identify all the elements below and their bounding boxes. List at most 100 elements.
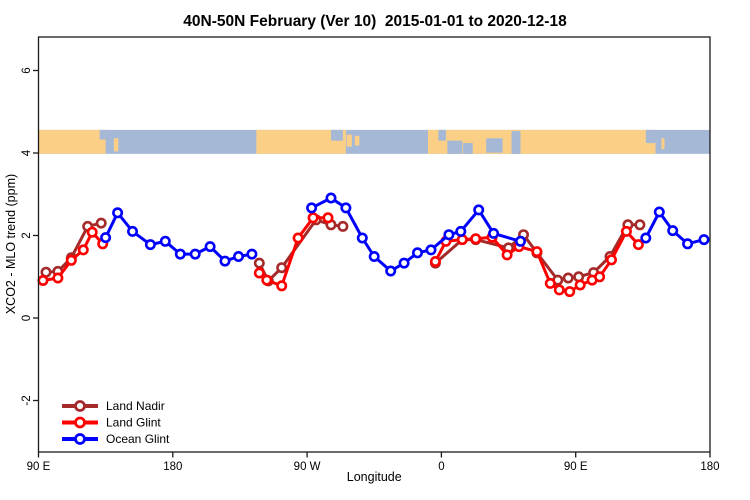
data-point-marker bbox=[501, 249, 513, 261]
map-band-ocean-patch bbox=[511, 131, 521, 154]
x-tick-label: 90 W bbox=[294, 461, 321, 473]
data-point-marker bbox=[189, 248, 201, 260]
legend: Land Nadir Land Glint Ocean Glint bbox=[62, 399, 170, 446]
data-point-marker bbox=[531, 246, 543, 258]
x-tick-label: 0 bbox=[438, 461, 444, 473]
data-point-marker bbox=[411, 247, 423, 259]
map-band-land-segment bbox=[38, 129, 106, 154]
data-point-marker bbox=[253, 257, 265, 269]
data-point-marker bbox=[682, 238, 694, 250]
x-tick-label: 90 E bbox=[564, 461, 588, 473]
data-point-marker bbox=[276, 262, 288, 274]
y-tick-label: 6 bbox=[21, 67, 33, 73]
map-band-land-segment bbox=[256, 129, 346, 154]
data-point-marker bbox=[307, 212, 319, 224]
data-point-marker bbox=[553, 284, 565, 296]
data-point-marker bbox=[219, 255, 231, 267]
data-point-marker bbox=[473, 204, 485, 216]
data-point-marker bbox=[698, 234, 710, 246]
data-point-marker bbox=[620, 225, 632, 237]
data-point-marker bbox=[65, 254, 77, 266]
x-tick-label: 90 E bbox=[27, 461, 51, 473]
data-point-marker bbox=[605, 254, 617, 266]
data-point-marker bbox=[174, 248, 186, 260]
y-tick-label: 4 bbox=[21, 149, 33, 156]
data-point-marker bbox=[37, 274, 49, 286]
data-point-marker bbox=[667, 225, 679, 237]
data-point-marker bbox=[455, 225, 467, 237]
chart-title: 40N-50N February (Ver 10) 2015-01-01 to … bbox=[183, 13, 567, 30]
map-band-island-patch bbox=[346, 134, 352, 147]
data-point-marker bbox=[514, 235, 526, 247]
series-land-glint bbox=[37, 212, 644, 298]
legend-marker bbox=[74, 416, 86, 429]
data-point-marker bbox=[340, 202, 352, 214]
data-point-marker bbox=[292, 232, 304, 244]
x-axis-title: Longitude bbox=[347, 470, 402, 484]
data-point-marker bbox=[261, 274, 273, 286]
data-point-marker bbox=[322, 212, 334, 224]
map-band-ocean-patch bbox=[486, 138, 503, 153]
data-point-marker bbox=[306, 202, 318, 214]
data-point-marker bbox=[634, 219, 646, 231]
data-point-marker bbox=[325, 192, 337, 204]
data-point-marker bbox=[488, 227, 500, 239]
data-point-marker bbox=[77, 244, 89, 256]
y-tick-label: -2 bbox=[21, 395, 33, 405]
data-point-marker bbox=[246, 248, 258, 260]
y-tick-label: 2 bbox=[21, 232, 33, 238]
data-point-marker bbox=[632, 239, 644, 251]
data-point-marker bbox=[574, 279, 586, 291]
legend-item-ocean-glint: Ocean Glint bbox=[62, 432, 170, 446]
data-point-marker bbox=[86, 226, 98, 238]
map-band-ocean-patch bbox=[463, 143, 473, 154]
data-point-marker bbox=[95, 217, 107, 229]
plot-border bbox=[37, 36, 711, 453]
data-point-marker bbox=[368, 251, 380, 263]
y-tick-label: 0 bbox=[21, 315, 33, 321]
map-band-ocean-patch bbox=[99, 129, 106, 140]
data-point-marker bbox=[653, 206, 665, 218]
map-band-ocean-patch bbox=[438, 129, 446, 141]
legend-item-land-glint: Land Glint bbox=[62, 416, 161, 430]
data-point-marker bbox=[127, 225, 139, 237]
data-point-marker bbox=[100, 232, 112, 244]
data-point-marker bbox=[385, 265, 397, 277]
legend-label: Land Glint bbox=[106, 416, 161, 430]
data-point-marker bbox=[233, 251, 245, 263]
y-axis: -2 0 2 4 6 XCO2 - MLO trend (ppm) bbox=[4, 67, 39, 406]
data-point-marker bbox=[470, 233, 482, 245]
x-axis: 90 E 180 90 W 0 90 E 180 Longitude bbox=[27, 452, 720, 484]
data-point-marker bbox=[443, 229, 455, 241]
legend-marker bbox=[74, 400, 86, 412]
map-band-island-patch bbox=[354, 135, 360, 146]
data-point-marker bbox=[429, 255, 441, 267]
data-point-marker bbox=[425, 244, 437, 256]
y-axis-title: XCO2 - MLO trend (ppm) bbox=[4, 174, 18, 314]
legend-marker bbox=[74, 433, 86, 445]
data-point-marker bbox=[640, 232, 652, 244]
x-tick-label: 180 bbox=[700, 461, 719, 473]
data-point-marker bbox=[356, 232, 368, 244]
x-tick-label: 180 bbox=[163, 461, 182, 473]
map-band bbox=[38, 129, 710, 154]
map-band-ocean-patch bbox=[330, 129, 343, 141]
map-band-ocean-patch bbox=[447, 140, 463, 154]
data-point-marker bbox=[52, 272, 64, 284]
map-band-ocean-patch bbox=[645, 129, 656, 144]
data-point-marker bbox=[337, 220, 349, 232]
data-point-marker bbox=[594, 271, 606, 283]
data-point-marker bbox=[398, 257, 410, 269]
data-point-marker bbox=[112, 207, 124, 219]
data-point-marker bbox=[253, 267, 265, 279]
legend-item-land-nadir: Land Nadir bbox=[62, 399, 165, 413]
data-point-marker bbox=[144, 239, 156, 251]
map-band-island-patch bbox=[661, 138, 665, 150]
data-point-marker bbox=[276, 280, 288, 292]
map-band-land-segment bbox=[427, 129, 656, 154]
data-point-marker bbox=[204, 241, 216, 253]
data-point-marker bbox=[544, 277, 556, 289]
series-ocean-glint bbox=[100, 192, 710, 277]
